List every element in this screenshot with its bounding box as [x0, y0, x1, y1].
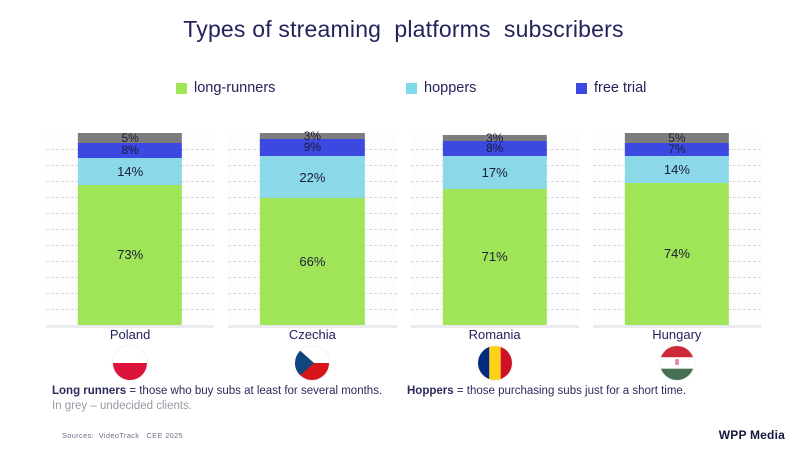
wpp-media-logo: WPP Media [718, 428, 785, 442]
bar-segment-free-trial[interactable]: 8% [77, 142, 183, 158]
sources-line: Sources: VideoTrack CEE 2025 [62, 431, 184, 440]
chart-plot-area: 73% 14% 8% 5% 66% 22% 9% 3% 71% 17% 8% 3% 74% 14% 7% 5% [46, 128, 761, 328]
bar-segment-long-runners[interactable]: 74% [624, 182, 730, 325]
hoppers-definition: = those purchasing subs just for a short… [453, 385, 687, 397]
bar-segment-value-label: 14% [663, 161, 690, 177]
chart-panel-hungary: 74% 14% 7% 5% [592, 130, 761, 328]
chart-panel-czechia: 66% 22% 9% 3% [228, 128, 397, 328]
legend-label: long-runners [194, 80, 276, 96]
bar-segment-hoppers[interactable]: 17% [442, 156, 547, 189]
bar-segment-value-label: 8% [121, 143, 139, 158]
legend-item-hoppers[interactable]: hoppers [406, 80, 476, 96]
chart-panel-romania: 71% 17% 8% 3% [410, 130, 579, 328]
bar-segment-free-trial[interactable]: 7% [624, 142, 730, 157]
grey-note: In grey – undecided clients. [52, 400, 193, 412]
czechia-flag-icon [295, 346, 330, 380]
legend-label: hoppers [424, 80, 477, 96]
bar-segment-value-label: 17% [481, 164, 508, 180]
bar-segment-value-label: 5% [121, 130, 139, 145]
bar-segment-value-label: 73% [117, 247, 144, 263]
bar-segment-value-label: 7% [668, 142, 686, 157]
bar-segment-hoppers[interactable]: 14% [624, 156, 730, 183]
country-group-poland: Poland [46, 326, 214, 380]
legend-item-free-trial[interactable]: free trial [576, 80, 646, 96]
stacked-bar[interactable]: 66% 22% 9% 3% [260, 128, 365, 325]
bar-segment-undecided[interactable]: 3% [442, 130, 547, 145]
bar-segment-value-label: 3% [303, 128, 322, 143]
bar-segment-hoppers[interactable]: 14% [77, 157, 183, 185]
bar-segment-long-runners[interactable]: 73% [77, 184, 183, 325]
bar-segment-value-label: 71% [481, 249, 508, 265]
bar-segment-value-label: 22% [299, 169, 326, 185]
country-group-hungary: Hungary [593, 326, 761, 380]
axis-baseline [410, 325, 579, 328]
bar-segment-value-label: 9% [303, 140, 322, 155]
axis-baseline [228, 325, 397, 328]
bar-segment-long-runners[interactable]: 66% [260, 198, 365, 325]
bar-segment-undecided[interactable]: 5% [77, 130, 183, 145]
long-runners-term: Long runners [52, 385, 127, 397]
legend-swatch-icon [176, 82, 187, 94]
poland-flag-icon [113, 346, 148, 380]
stacked-bar[interactable]: 71% 17% 8% 3% [442, 130, 547, 325]
country-group-romania: Romania [411, 326, 579, 380]
legend-label: free trial [594, 80, 647, 96]
bar-segment-free-trial[interactable]: 8% [442, 140, 547, 157]
bar-segment-hoppers[interactable]: 22% [260, 156, 365, 199]
bar-segment-undecided[interactable]: 5% [624, 130, 730, 145]
stacked-bar[interactable]: 73% 14% 8% 5% [77, 130, 183, 325]
bar-segment-value-label: 3% [485, 130, 504, 145]
legend-swatch-icon [576, 82, 587, 94]
romania-flag-icon [477, 346, 512, 380]
hungary-flag-icon [659, 346, 694, 380]
definition-note: Long runners = those who buy subs at lea… [52, 385, 752, 397]
bar-segment-value-label: 5% [668, 130, 686, 145]
page-title: Types of streaming platforms subscribers [183, 16, 624, 42]
legend-item-long-runners[interactable]: long-runners [176, 80, 275, 96]
bar-segment-free-trial[interactable]: 9% [260, 138, 365, 157]
country-label: Hungary [652, 327, 702, 342]
legend-swatch-icon [406, 82, 417, 94]
bar-segment-value-label: 14% [117, 163, 144, 179]
bar-segment-undecided[interactable]: 3% [260, 128, 365, 143]
bar-segment-value-label: 74% [663, 246, 690, 262]
chart-panel-poland: 73% 14% 8% 5% [46, 130, 215, 328]
long-runners-definition: = those who buy subs at least for severa… [126, 385, 383, 397]
axis-baseline [46, 325, 215, 328]
bar-segment-value-label: 66% [299, 254, 326, 270]
bar-segment-value-label: 8% [485, 141, 504, 156]
stacked-bar[interactable]: 74% 14% 7% 5% [624, 130, 730, 325]
country-label: Czechia [288, 327, 336, 342]
country-label: Poland [109, 327, 151, 342]
country-label: Romania [468, 327, 521, 342]
country-axis: Poland Czechia Romania Hungary [46, 326, 761, 380]
bar-segment-long-runners[interactable]: 71% [442, 188, 547, 325]
country-group-czechia: Czechia [228, 326, 396, 380]
axis-baseline [592, 325, 761, 328]
chart-legend: long-runners hoppers free trial [176, 80, 676, 102]
hoppers-term: Hoppers [407, 385, 454, 397]
